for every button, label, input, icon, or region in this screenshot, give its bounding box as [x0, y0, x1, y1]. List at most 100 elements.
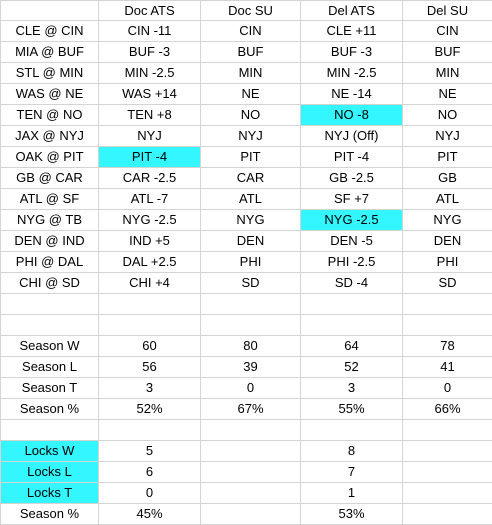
season-label-cell[interactable]: Season T — [1, 378, 99, 399]
del-ats-cell[interactable]: 1 — [301, 483, 403, 504]
doc-ats-cell[interactable]: 0 — [99, 483, 201, 504]
doc-ats-cell[interactable]: IND +5 — [99, 231, 201, 252]
matchup-cell[interactable]: JAX @ NYJ — [1, 126, 99, 147]
doc-su-cell[interactable]: 0 — [201, 378, 301, 399]
doc-su-cell[interactable]: NO — [201, 105, 301, 126]
del-su-cell[interactable]: PHI — [403, 252, 492, 273]
doc-su-cell[interactable]: CIN — [201, 21, 301, 42]
doc-su-cell[interactable]: NE — [201, 84, 301, 105]
doc-ats-cell[interactable]: WAS +14 — [99, 84, 201, 105]
doc-ats-cell[interactable]: 3 — [99, 378, 201, 399]
doc-ats-cell[interactable]: 56 — [99, 357, 201, 378]
doc-su-cell[interactable]: DEN — [201, 231, 301, 252]
del-su-cell[interactable]: NO — [403, 105, 492, 126]
del-su-cell[interactable]: GB — [403, 168, 492, 189]
del-su-cell[interactable]: MIN — [403, 63, 492, 84]
del-su-cell[interactable]: NYJ — [403, 126, 492, 147]
doc-su-cell[interactable]: 80 — [201, 336, 301, 357]
doc-ats-cell[interactable]: 6 — [99, 462, 201, 483]
season-label-cell[interactable]: Season W — [1, 336, 99, 357]
doc-su-cell[interactable]: PIT — [201, 147, 301, 168]
del-ats-cell[interactable]: 55% — [301, 399, 403, 420]
doc-ats-cell[interactable]: CHI +4 — [99, 273, 201, 294]
doc-ats-cell[interactable]: NYG -2.5 — [99, 210, 201, 231]
del-ats-cell[interactable]: SD -4 — [301, 273, 403, 294]
doc-ats-cell[interactable]: DAL +2.5 — [99, 252, 201, 273]
doc-su-cell[interactable] — [201, 441, 301, 462]
del-su-cell[interactable]: BUF — [403, 42, 492, 63]
header-cell-corner[interactable] — [1, 1, 99, 21]
doc-su-cell[interactable]: NYJ — [201, 126, 301, 147]
matchup-cell[interactable]: WAS @ NE — [1, 84, 99, 105]
del-su-cell[interactable]: NYG — [403, 210, 492, 231]
empty-cell[interactable] — [301, 315, 403, 336]
doc-ats-cell[interactable]: BUF -3 — [99, 42, 201, 63]
doc-su-cell[interactable]: CAR — [201, 168, 301, 189]
doc-ats-cell[interactable]: TEN +8 — [99, 105, 201, 126]
del-su-cell[interactable]: ATL — [403, 189, 492, 210]
del-ats-cell[interactable]: SF +7 — [301, 189, 403, 210]
doc-su-cell[interactable]: NYG — [201, 210, 301, 231]
empty-cell[interactable] — [1, 315, 99, 336]
del-su-cell[interactable]: NE — [403, 84, 492, 105]
matchup-cell[interactable]: OAK @ PIT — [1, 147, 99, 168]
doc-su-cell[interactable]: MIN — [201, 63, 301, 84]
matchup-cell[interactable]: MIA @ BUF — [1, 42, 99, 63]
del-su-cell[interactable]: SD — [403, 273, 492, 294]
del-ats-cell[interactable]: NYJ (Off) — [301, 126, 403, 147]
del-ats-cell[interactable]: PIT -4 — [301, 147, 403, 168]
season-label-cell[interactable]: Season % — [1, 399, 99, 420]
empty-cell[interactable] — [403, 420, 492, 441]
doc-ats-cell[interactable]: 60 — [99, 336, 201, 357]
header-cell-del-su[interactable]: Del SU — [403, 1, 492, 21]
del-ats-cell-highlighted[interactable]: NO -8 — [301, 105, 403, 126]
header-cell-doc-ats[interactable]: Doc ATS — [99, 1, 201, 21]
del-ats-cell[interactable]: PHI -2.5 — [301, 252, 403, 273]
empty-cell[interactable] — [403, 315, 492, 336]
doc-su-cell[interactable]: BUF — [201, 42, 301, 63]
doc-su-cell[interactable]: ATL — [201, 189, 301, 210]
locks-label-cell-highlighted[interactable]: Locks T — [1, 483, 99, 504]
empty-cell[interactable] — [201, 315, 301, 336]
del-su-cell[interactable] — [403, 462, 492, 483]
matchup-cell[interactable]: GB @ CAR — [1, 168, 99, 189]
season-label-cell[interactable]: Season L — [1, 357, 99, 378]
empty-cell[interactable] — [1, 420, 99, 441]
empty-cell[interactable] — [201, 420, 301, 441]
del-ats-cell[interactable]: GB -2.5 — [301, 168, 403, 189]
empty-cell[interactable] — [301, 294, 403, 315]
matchup-cell[interactable]: STL @ MIN — [1, 63, 99, 84]
matchup-cell[interactable]: PHI @ DAL — [1, 252, 99, 273]
del-ats-cell[interactable]: 7 — [301, 462, 403, 483]
doc-ats-cell[interactable]: CAR -2.5 — [99, 168, 201, 189]
del-ats-cell[interactable]: NE -14 — [301, 84, 403, 105]
del-ats-cell-highlighted[interactable]: NYG -2.5 — [301, 210, 403, 231]
doc-su-cell[interactable]: SD — [201, 273, 301, 294]
del-su-cell[interactable]: 66% — [403, 399, 492, 420]
del-ats-cell[interactable]: DEN -5 — [301, 231, 403, 252]
del-su-cell[interactable]: CIN — [403, 21, 492, 42]
doc-ats-cell[interactable]: 52% — [99, 399, 201, 420]
empty-cell[interactable] — [201, 294, 301, 315]
doc-ats-cell[interactable]: NYJ — [99, 126, 201, 147]
doc-ats-cell[interactable]: CIN -11 — [99, 21, 201, 42]
del-su-cell[interactable]: PIT — [403, 147, 492, 168]
empty-cell[interactable] — [301, 420, 403, 441]
del-su-cell[interactable]: DEN — [403, 231, 492, 252]
header-cell-del-ats[interactable]: Del ATS — [301, 1, 403, 21]
del-su-cell[interactable] — [403, 504, 492, 525]
del-su-cell[interactable]: 78 — [403, 336, 492, 357]
del-ats-cell[interactable]: CLE +11 — [301, 21, 403, 42]
locks-label-cell-highlighted[interactable]: Locks L — [1, 462, 99, 483]
locks-label-cell-highlighted[interactable]: Locks W — [1, 441, 99, 462]
empty-cell[interactable] — [99, 294, 201, 315]
matchup-cell[interactable]: DEN @ IND — [1, 231, 99, 252]
matchup-cell[interactable]: NYG @ TB — [1, 210, 99, 231]
matchup-cell[interactable]: ATL @ SF — [1, 189, 99, 210]
del-su-cell[interactable] — [403, 483, 492, 504]
doc-ats-cell[interactable]: 5 — [99, 441, 201, 462]
empty-cell[interactable] — [99, 420, 201, 441]
doc-su-cell[interactable] — [201, 504, 301, 525]
empty-cell[interactable] — [99, 315, 201, 336]
empty-cell[interactable] — [403, 294, 492, 315]
